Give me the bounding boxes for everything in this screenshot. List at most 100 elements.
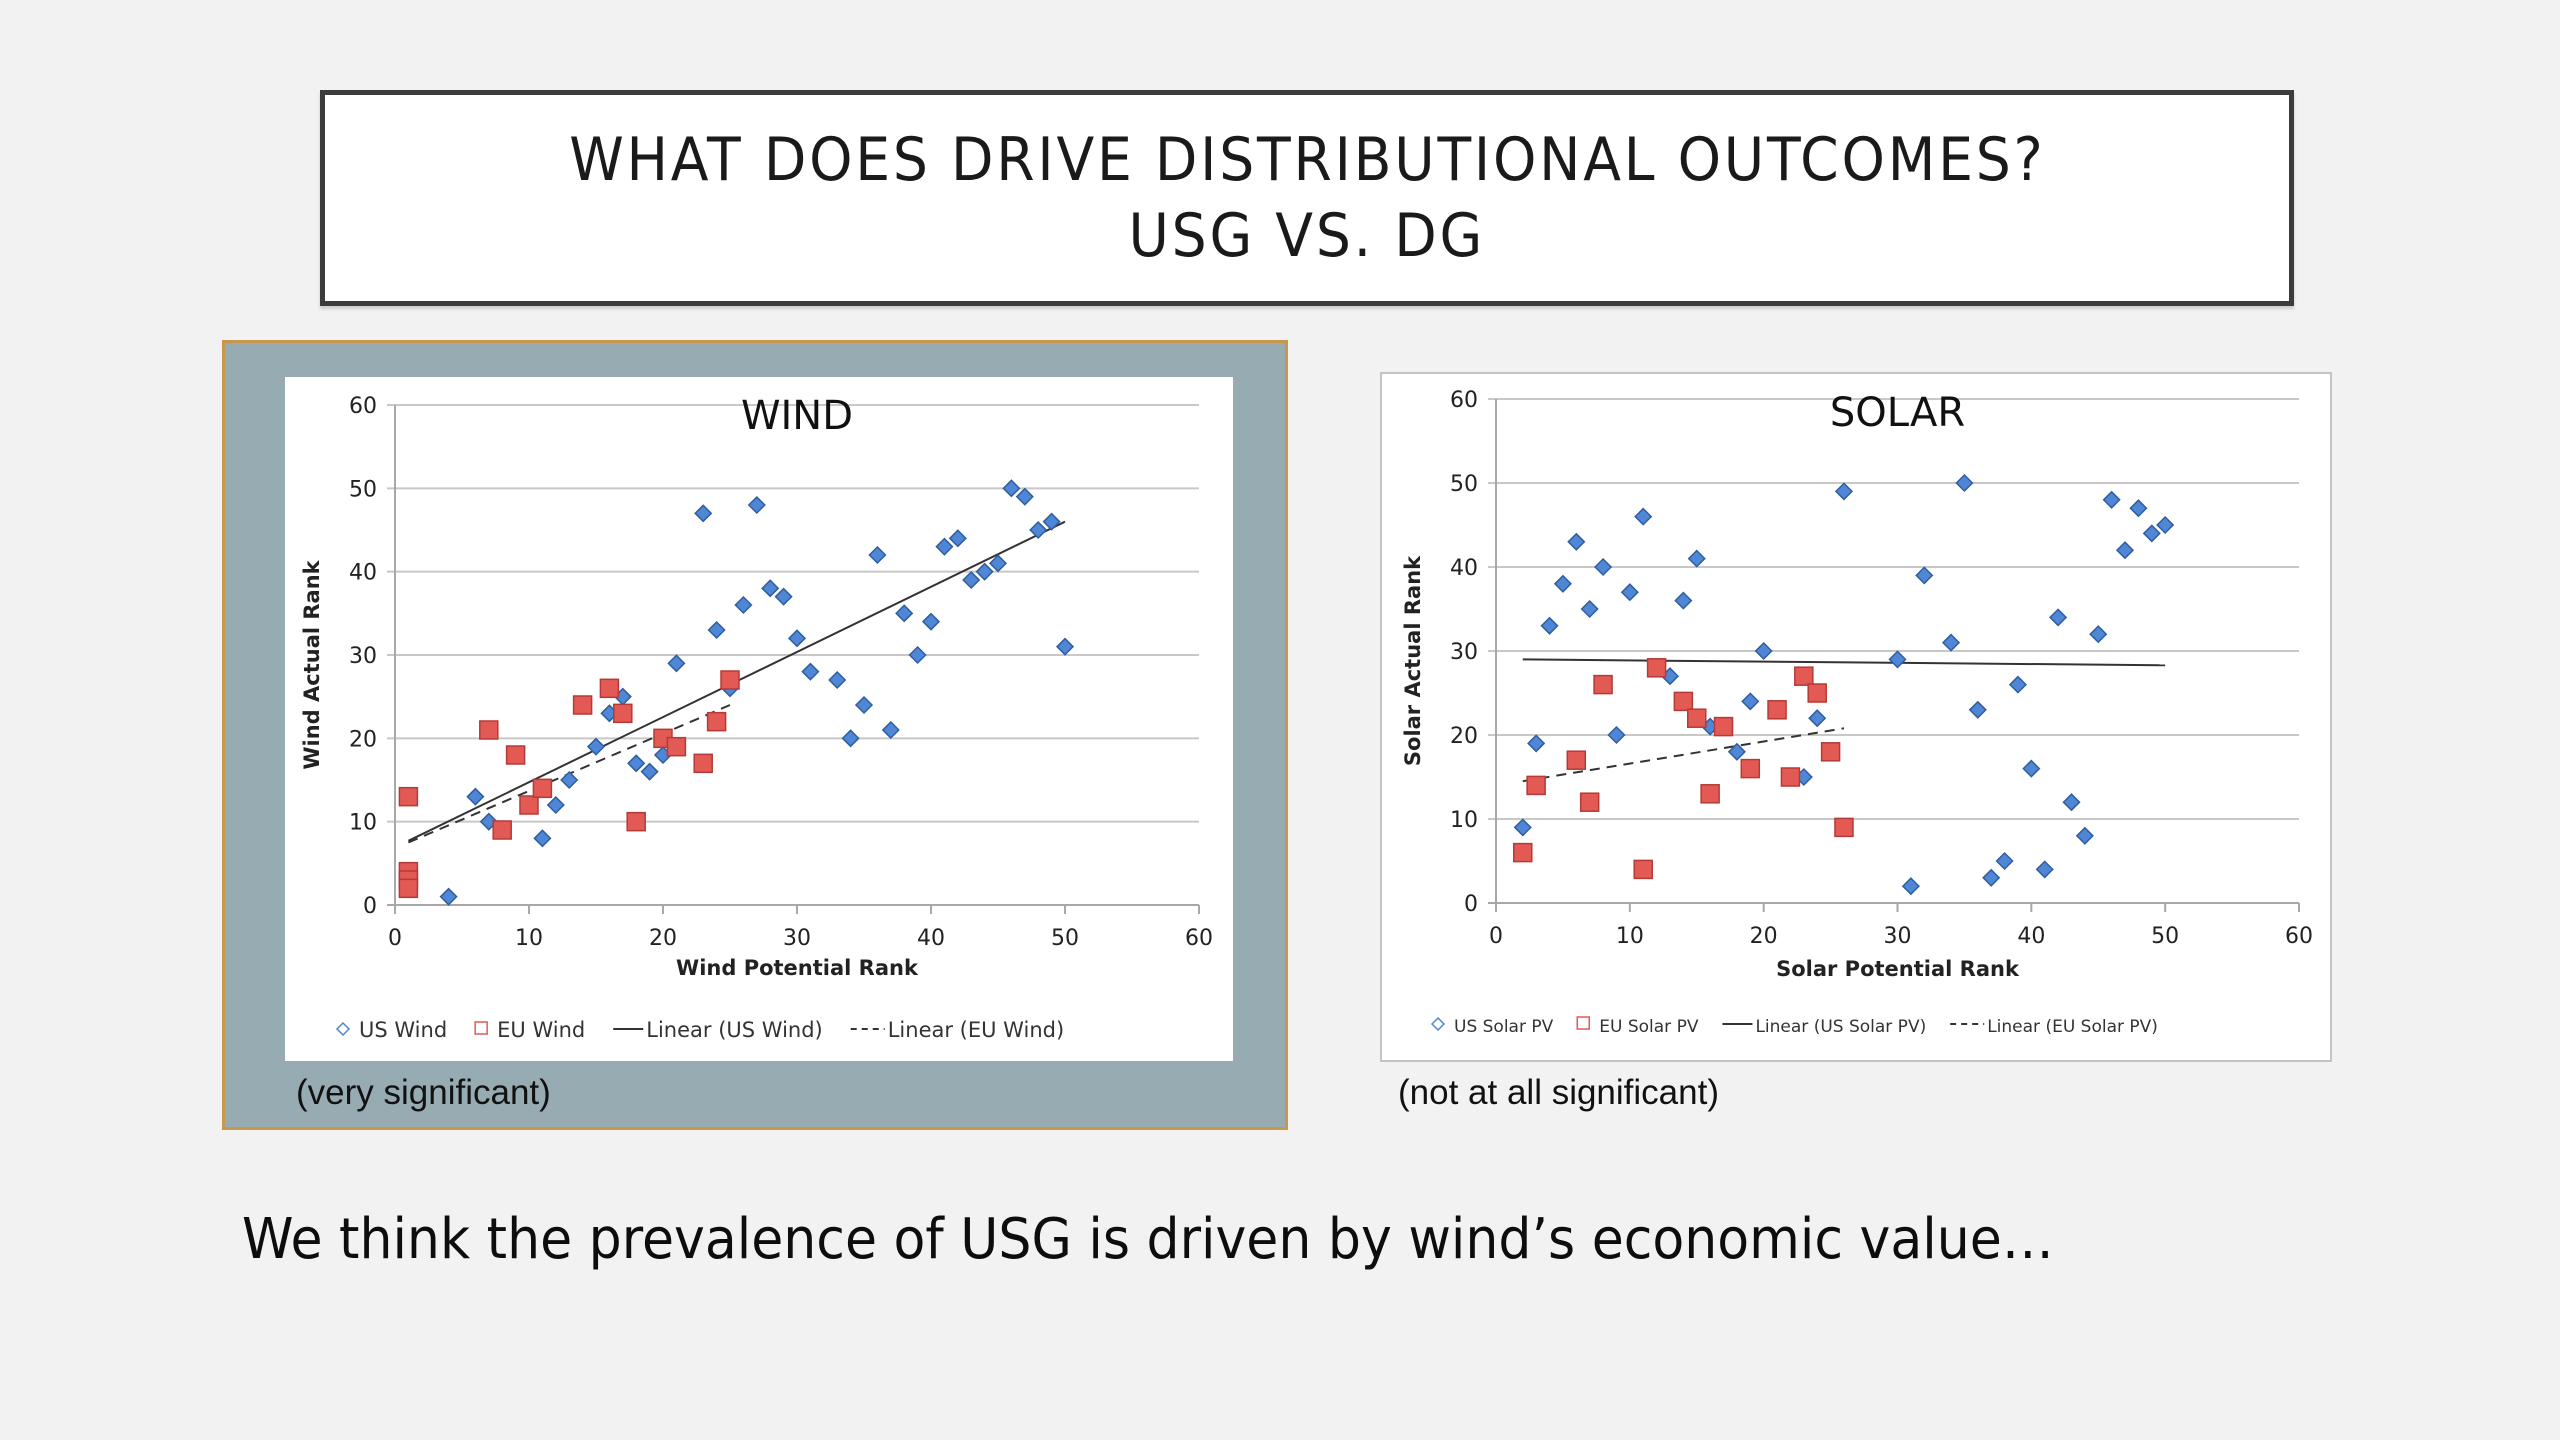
wind-eu-point — [572, 695, 593, 715]
wind-us-point — [774, 587, 793, 606]
solar-eu-point — [1794, 666, 1814, 686]
solar-eu-point — [1513, 842, 1533, 863]
wind-legend-label: EU Wind — [497, 1018, 585, 1042]
slide-title-line-2: USG VS. DG — [1128, 201, 1486, 271]
solar-x-tick-label: 10 — [1616, 924, 1644, 949]
solar-us-point — [1888, 650, 1907, 669]
wind-us-point — [962, 570, 981, 590]
wind-x-tick-label: 30 — [783, 926, 811, 951]
wind-legend-us-marker — [335, 1021, 351, 1037]
solar-eu-point — [1646, 658, 1667, 678]
solar-x-tick-label: 30 — [1884, 924, 1912, 949]
wind-y-axis-label: Wind Actual Rank — [300, 559, 324, 769]
solar-us-point — [2115, 541, 2135, 560]
wind-y-tick-label: 0 — [363, 894, 377, 919]
wind-us-point — [734, 595, 753, 615]
wind-eu-point — [693, 753, 713, 774]
solar-eu-point — [1687, 708, 1707, 728]
wind-us-point — [921, 612, 941, 631]
wind-us-point — [881, 720, 900, 740]
wind-y-tick-label: 60 — [349, 394, 377, 419]
solar-eu-point — [1700, 784, 1720, 804]
slide-conclusion-text: We think the prevalence of USG is driven… — [242, 1207, 2054, 1272]
wind-us-point — [667, 654, 686, 673]
wind-us-point — [694, 504, 713, 523]
solar-eu-point — [1767, 700, 1787, 720]
wind-y-tick-label: 10 — [349, 811, 377, 836]
solar-x-tick-label: 20 — [1750, 924, 1778, 949]
solar-y-tick-label: 20 — [1450, 724, 1478, 749]
wind-us-point — [1002, 479, 1021, 498]
solar-x-axis-label: Solar Potential Rank — [1776, 957, 2020, 981]
wind-us-point — [747, 495, 766, 515]
solar-us-point — [2049, 608, 2068, 627]
solar-us-point — [2156, 515, 2175, 535]
solar-y-tick-label: 30 — [1450, 640, 1478, 665]
solar-us-point — [1674, 591, 1693, 610]
wind-eu-point — [505, 745, 526, 765]
wind-legend-label: US Wind — [359, 1018, 447, 1042]
solar-us-point — [1834, 482, 1854, 501]
solar-legend-label: US Solar PV — [1454, 1017, 1554, 1037]
wind-y-tick-label: 30 — [349, 644, 377, 669]
solar-legend-label: EU Solar PV — [1599, 1017, 1699, 1037]
wind-us-point — [546, 795, 565, 815]
solar-us-point — [2129, 499, 2148, 518]
wind-y-tick-label: 40 — [349, 561, 377, 586]
solar-us-point — [1754, 641, 1773, 661]
solar-us-point — [2089, 625, 2108, 644]
wind-x-tick-label: 0 — [388, 926, 402, 951]
wind-x-axis-label: Wind Potential Rank — [676, 956, 919, 980]
solar-us-point — [2022, 759, 2041, 778]
solar-us-point — [1594, 557, 1613, 577]
wind-us-point — [975, 562, 994, 581]
solar-us-point — [1915, 566, 1934, 585]
solar-us-point — [2035, 860, 2054, 879]
solar-us-point — [1982, 868, 2001, 887]
wind-eu-point — [532, 778, 553, 799]
solar-trendline-us — [1522, 658, 2166, 667]
solar-y-tick-label: 50 — [1450, 472, 1478, 497]
wind-us-point — [948, 529, 967, 548]
wind-us-point — [1029, 520, 1048, 540]
wind-us-point — [787, 629, 807, 648]
wind-us-point — [761, 579, 780, 598]
wind-us-point — [1015, 487, 1034, 506]
solar-eu-point — [1807, 683, 1827, 703]
solar-eu-point — [1713, 716, 1734, 737]
wind-us-point — [1042, 512, 1061, 531]
wind-us-point — [868, 545, 887, 565]
solar-eu-point — [1633, 859, 1653, 880]
wind-eu-point — [398, 786, 419, 807]
solar-y-tick-label: 60 — [1450, 388, 1478, 413]
wind-significance-caption: (very significant) — [296, 1073, 551, 1112]
wind-eu-point — [666, 736, 687, 757]
wind-us-point — [707, 620, 726, 640]
solar-us-point — [2142, 524, 2161, 543]
solar-chart-title: SOLAR — [1830, 390, 1965, 436]
wind-us-point — [640, 762, 659, 781]
solar-y-tick-label: 0 — [1464, 892, 1478, 917]
wind-us-point — [627, 754, 646, 773]
solar-x-tick-label: 50 — [2151, 924, 2179, 949]
solar-us-point — [1513, 818, 1532, 837]
solar-us-point — [1741, 692, 1760, 711]
wind-us-point — [828, 670, 847, 690]
wind-us-point — [854, 695, 874, 715]
slide-title-box: WHAT DOES DRIVE DISTRIBUTIONAL OUTCOMES?… — [320, 90, 2294, 306]
solar-x-tick-label: 40 — [2017, 924, 2045, 949]
solar-chart: 0 10 20 30 40 50 60 0 10 20 30 40 50 60 SOLAR Solar Pot… — [1401, 388, 2313, 1037]
wind-x-tick-label: 20 — [649, 926, 677, 951]
solar-y-tick-label: 10 — [1450, 808, 1478, 833]
wind-eu-point — [720, 670, 740, 690]
solar-chart-panel: 0 10 20 30 40 50 60 0 10 20 30 40 50 60 SOLAR Solar Pot… — [1382, 374, 2330, 1060]
solar-us-point — [1727, 742, 1746, 761]
wind-legend-eu-marker — [474, 1021, 488, 1035]
solar-us-point — [1540, 616, 1559, 635]
solar-us-point — [1527, 734, 1546, 753]
solar-eu-point — [1673, 691, 1694, 712]
solar-us-point — [1941, 633, 1961, 652]
solar-trendline-eu — [1522, 727, 1845, 783]
solar-us-point — [2008, 675, 2028, 694]
wind-chart-frame: 0 10 20 30 40 50 60 0 10 20 30 40 50 60 WIND Wind Poten… — [222, 340, 1288, 1130]
